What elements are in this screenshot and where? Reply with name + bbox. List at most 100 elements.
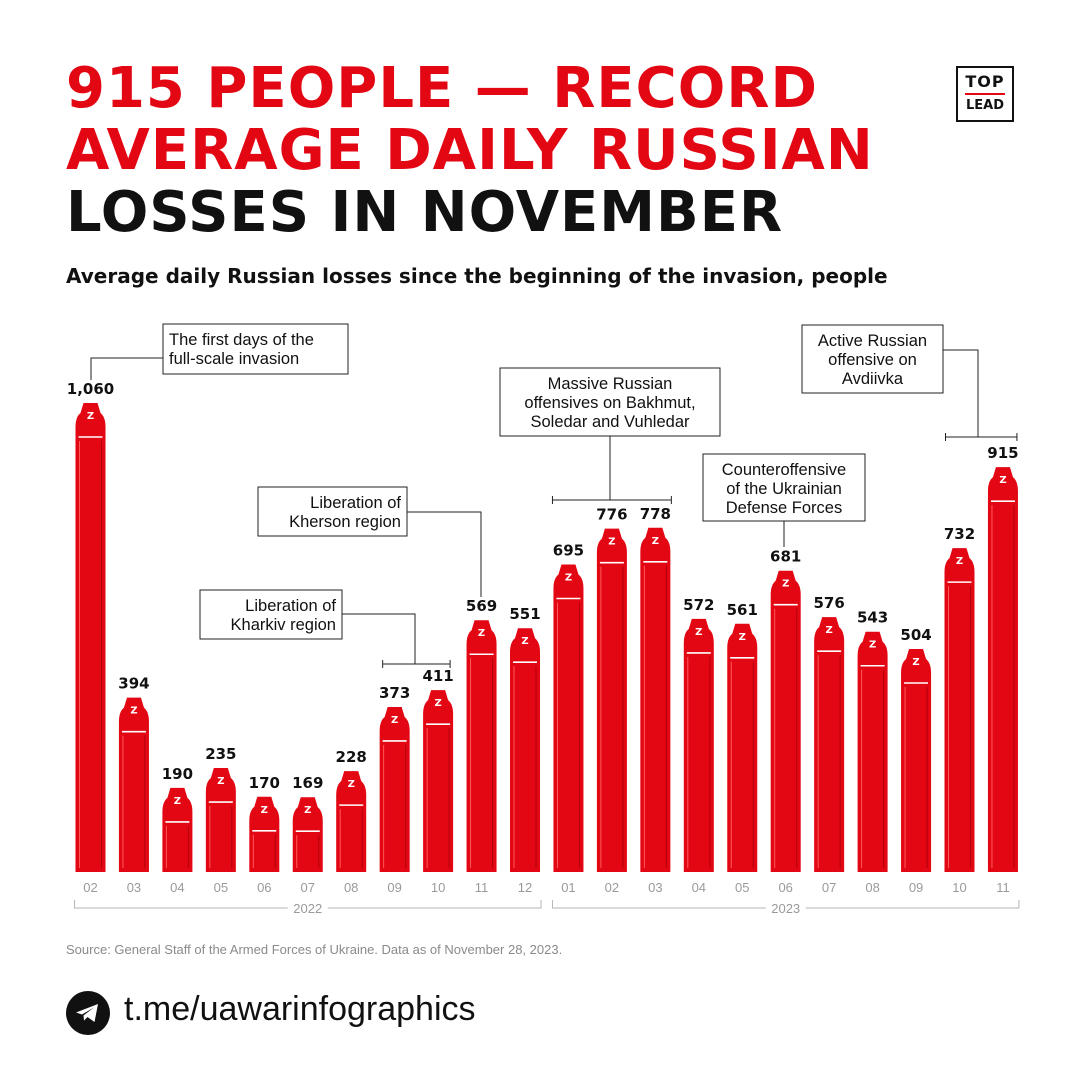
annotation-connector bbox=[90, 357, 163, 380]
bar-z-mark: Z bbox=[739, 632, 746, 643]
bar bbox=[770, 570, 801, 872]
x-tick-label: 08 bbox=[344, 880, 358, 895]
value-label: 1,060 bbox=[67, 380, 114, 398]
x-tick-label: 11 bbox=[996, 880, 1010, 895]
x-tick-label: 12 bbox=[518, 880, 532, 895]
bar bbox=[727, 623, 758, 872]
value-label: 373 bbox=[379, 684, 410, 702]
bar bbox=[683, 618, 714, 872]
annotation-text: Counteroffensive bbox=[722, 461, 846, 479]
telegram-channel-link[interactable]: t.me/uawarinfographics bbox=[124, 990, 476, 1028]
value-label: 190 bbox=[162, 765, 193, 783]
annotation-text: Liberation of bbox=[245, 597, 336, 615]
annotation-text: Soledar and Vuhledar bbox=[530, 413, 690, 431]
x-tick-label: 04 bbox=[170, 880, 184, 895]
annotation-box bbox=[801, 324, 944, 394]
value-label: 915 bbox=[987, 444, 1018, 462]
bar-z-mark: Z bbox=[304, 805, 311, 816]
title-line-2: AVERAGE DAILY RUSSIAN bbox=[66, 118, 874, 183]
bar bbox=[901, 649, 932, 872]
bar-z-mark: Z bbox=[391, 715, 398, 726]
value-label: 569 bbox=[466, 597, 497, 615]
bar-z-mark: Z bbox=[261, 805, 268, 816]
title-line-3: LOSSES IN NOVEMBER bbox=[66, 180, 784, 245]
title-line-1: 915 PEOPLE — RECORD bbox=[66, 56, 818, 121]
annotation-box bbox=[499, 367, 721, 437]
bar-z-mark: Z bbox=[565, 572, 572, 583]
bar-z-mark: Z bbox=[521, 636, 528, 647]
x-tick-label: 08 bbox=[865, 880, 879, 895]
value-label: 572 bbox=[683, 596, 714, 614]
annotation-text: Kherson region bbox=[289, 513, 401, 531]
bar-z-mark: Z bbox=[912, 657, 919, 668]
annotation-text: Liberation of bbox=[310, 494, 401, 512]
x-tick-label: 05 bbox=[214, 880, 228, 895]
bar bbox=[205, 768, 236, 872]
bar-z-mark: Z bbox=[652, 536, 659, 547]
bar bbox=[379, 706, 410, 872]
bar-z-mark: Z bbox=[869, 640, 876, 651]
annotation-text: offensives on Bakhmut, bbox=[524, 394, 695, 412]
annotation-text: Massive Russian bbox=[548, 375, 673, 393]
x-tick-label: 02 bbox=[605, 880, 619, 895]
annotation-text: full-scale invasion bbox=[169, 350, 299, 368]
logo-divider bbox=[965, 93, 1005, 95]
annotation-box bbox=[702, 453, 866, 522]
bar-z-mark: Z bbox=[999, 475, 1006, 486]
value-label: 228 bbox=[336, 748, 367, 766]
bar bbox=[249, 796, 280, 872]
x-tick-label: 09 bbox=[909, 880, 923, 895]
source-note: Source: General Staff of the Armed Force… bbox=[66, 942, 563, 957]
annotation-box bbox=[162, 323, 349, 375]
annotation-text: of the Ukrainian bbox=[726, 480, 842, 498]
bar-z-mark: Z bbox=[348, 779, 355, 790]
bar bbox=[987, 467, 1018, 872]
x-tick-label: 09 bbox=[387, 880, 401, 895]
year-label-bg bbox=[287, 900, 328, 916]
annotation-box bbox=[257, 486, 408, 537]
annotation-text: Avdiivka bbox=[842, 370, 904, 388]
value-label: 576 bbox=[813, 594, 844, 612]
x-tick-label: 06 bbox=[257, 880, 271, 895]
bar bbox=[162, 787, 193, 872]
bar-z-mark: Z bbox=[826, 625, 833, 636]
bar bbox=[640, 527, 671, 872]
value-label: 561 bbox=[727, 601, 758, 619]
value-label: 411 bbox=[422, 667, 453, 685]
x-tick-label: 03 bbox=[127, 880, 141, 895]
x-tick-label: 10 bbox=[431, 880, 445, 895]
x-tick-label: 11 bbox=[475, 880, 489, 895]
x-tick-label: 03 bbox=[648, 880, 662, 895]
logo-bottom-text: LEAD bbox=[965, 98, 1005, 113]
bar bbox=[466, 620, 497, 872]
value-label: 551 bbox=[509, 605, 540, 623]
annotation-text: Kharkiv region bbox=[231, 616, 336, 634]
year-label: 2023 bbox=[771, 901, 800, 916]
chart-subtitle: Average daily Russian losses since the b… bbox=[66, 264, 888, 288]
bar-z-mark: Z bbox=[87, 411, 94, 422]
value-label: 504 bbox=[900, 626, 931, 644]
value-label: 235 bbox=[205, 745, 236, 763]
x-tick-label: 07 bbox=[301, 880, 315, 895]
bar-z-mark: Z bbox=[217, 776, 224, 787]
value-label: 776 bbox=[596, 506, 627, 524]
value-label: 732 bbox=[944, 525, 975, 543]
chart-title: 915 PEOPLE — RECORD AVERAGE DAILY RUSSIA… bbox=[66, 58, 874, 244]
bar bbox=[944, 548, 975, 872]
year-label: 2022 bbox=[293, 901, 322, 916]
x-tick-label: 07 bbox=[822, 880, 836, 895]
value-label: 169 bbox=[292, 774, 323, 792]
bar bbox=[336, 771, 367, 872]
annotation-text: offensive on bbox=[828, 351, 917, 369]
bar bbox=[118, 697, 149, 872]
x-tick-label: 10 bbox=[952, 880, 966, 895]
x-tick-label: 05 bbox=[735, 880, 749, 895]
bar-z-mark: Z bbox=[782, 579, 789, 590]
x-tick-label: 02 bbox=[83, 880, 97, 895]
value-label: 695 bbox=[553, 541, 584, 559]
annotation-text: Active Russian bbox=[818, 332, 927, 350]
bar bbox=[75, 403, 106, 872]
bar bbox=[814, 617, 845, 872]
annotation-text: The first days of the bbox=[169, 331, 314, 349]
x-tick-label: 04 bbox=[692, 880, 706, 895]
